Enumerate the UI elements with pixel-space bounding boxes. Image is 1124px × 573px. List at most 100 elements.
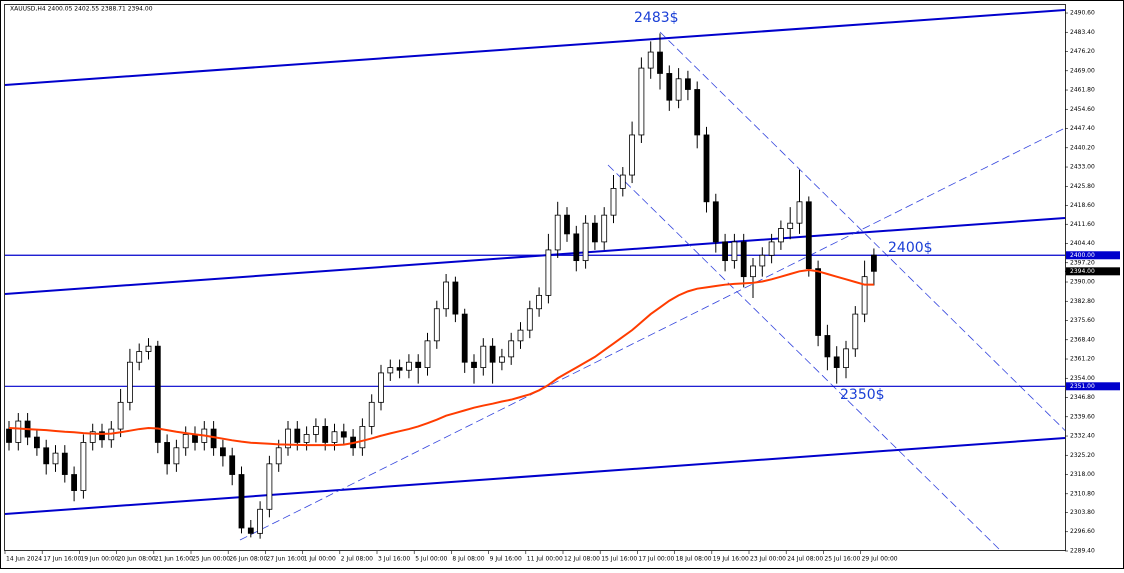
candle-body bbox=[619, 174, 626, 189]
candle-body bbox=[787, 222, 794, 229]
candle-body bbox=[257, 508, 264, 534]
candle-body bbox=[750, 265, 756, 278]
candle-body bbox=[312, 425, 319, 435]
candle-body bbox=[647, 51, 654, 69]
candle-body bbox=[768, 241, 775, 256]
candle-body bbox=[480, 345, 487, 368]
y-tick-label: 2303.80 bbox=[1070, 509, 1095, 516]
y-tick-label: 2469.00 bbox=[1070, 67, 1095, 74]
candle-body bbox=[629, 134, 635, 176]
candle-body bbox=[685, 78, 691, 90]
price-label-box bbox=[1066, 382, 1120, 391]
candle-body bbox=[219, 447, 226, 457]
candle-body bbox=[843, 348, 849, 368]
y-tick-label: 2418.60 bbox=[1070, 202, 1095, 209]
candle-body bbox=[759, 254, 766, 267]
y-tick-label: 2404.40 bbox=[1070, 240, 1095, 247]
y-tick-label: 2325.20 bbox=[1070, 452, 1095, 459]
candle-body bbox=[592, 222, 598, 243]
x-tick-label: 12 Jul 08:00 bbox=[564, 556, 600, 563]
candle-body bbox=[43, 447, 50, 465]
candle-body bbox=[173, 447, 180, 465]
candle-body bbox=[852, 313, 859, 350]
x-tick-label: 26 Jun 08:00 bbox=[229, 556, 267, 563]
candle-body bbox=[740, 241, 747, 278]
candle-body bbox=[703, 134, 710, 203]
candle-body bbox=[266, 463, 273, 510]
candle-body bbox=[582, 222, 589, 262]
candle-body bbox=[210, 428, 217, 449]
chart-title: XAUUSD,H4 2400.05 2402.55 2388.71 2394.0… bbox=[10, 6, 153, 13]
candle-body bbox=[489, 345, 496, 363]
candle-body bbox=[275, 447, 282, 465]
annotation: 2350$ bbox=[840, 387, 885, 403]
candle-body bbox=[89, 431, 96, 443]
y-tick-label: 2461.80 bbox=[1070, 87, 1095, 94]
y-tick-label: 2310.80 bbox=[1070, 490, 1095, 497]
annotation: 2400$ bbox=[888, 240, 933, 256]
candle-body bbox=[52, 452, 59, 465]
trend-line bbox=[5, 437, 1065, 515]
candle-body bbox=[657, 51, 663, 74]
y-tick-label: 2476.20 bbox=[1070, 48, 1095, 55]
trend-line bbox=[5, 9, 1065, 86]
plot-border bbox=[4, 4, 1066, 551]
candle-body bbox=[285, 428, 291, 449]
candle-body bbox=[61, 452, 68, 475]
candle-body bbox=[526, 308, 533, 331]
candle-body bbox=[675, 78, 682, 101]
x-tick-label: 1 Jul 00:00 bbox=[304, 556, 336, 563]
y-tick-label: 2296.60 bbox=[1070, 528, 1095, 535]
y-tick-label: 2361.20 bbox=[1070, 356, 1095, 363]
y-tick-label: 2397.20 bbox=[1070, 259, 1095, 266]
candle-body bbox=[731, 241, 738, 262]
x-tick-label: 11 Jul 00:00 bbox=[527, 556, 563, 563]
candle-body bbox=[722, 241, 728, 262]
y-tick-label: 2318.00 bbox=[1070, 471, 1095, 478]
candle-body bbox=[303, 434, 310, 443]
candle-body bbox=[145, 345, 152, 352]
candle-body bbox=[554, 214, 561, 251]
candle-body bbox=[824, 335, 831, 358]
candle-body bbox=[359, 425, 366, 449]
candle-body bbox=[461, 313, 468, 363]
plot-layer bbox=[5, 33, 1065, 539]
candle-body bbox=[536, 294, 542, 310]
candle-body bbox=[331, 431, 338, 443]
y-tick-label: 2425.80 bbox=[1070, 183, 1095, 190]
candle-body bbox=[861, 276, 868, 315]
y-tick-label: 2440.20 bbox=[1070, 144, 1095, 151]
candle-body bbox=[424, 340, 431, 368]
x-tick-label: 25 Jul 16:00 bbox=[824, 556, 860, 563]
candle-body bbox=[99, 431, 105, 441]
candle-body bbox=[452, 281, 459, 315]
x-tick-label: 29 Jul 00:00 bbox=[862, 556, 898, 563]
candle-body bbox=[433, 308, 440, 342]
candle-body bbox=[127, 361, 133, 403]
y-tick-label: 2368.40 bbox=[1070, 336, 1095, 343]
candle-body bbox=[378, 372, 384, 403]
x-tick-label: 14 Jun 2024 bbox=[6, 556, 42, 563]
candle-body bbox=[517, 329, 524, 342]
candle-body bbox=[340, 431, 347, 438]
candle-body bbox=[498, 356, 505, 363]
y-tick-label: 2382.80 bbox=[1070, 298, 1095, 305]
y-tick-label: 2433.00 bbox=[1070, 164, 1095, 171]
candle-body bbox=[694, 89, 701, 136]
x-tick-label: 25 Jun 00:00 bbox=[192, 556, 230, 563]
trendlines bbox=[5, 9, 1065, 550]
x-tick-label: 8 Jul 08:00 bbox=[452, 556, 484, 563]
candle-body bbox=[136, 351, 143, 363]
moving-average bbox=[8, 268, 874, 447]
x-tick-label: 3 Jul 16:00 bbox=[378, 556, 410, 563]
x-tick-label: 20 Jun 08:00 bbox=[118, 556, 156, 563]
candle-body bbox=[638, 67, 645, 136]
y-tick-label: 2490.60 bbox=[1070, 10, 1095, 17]
y-tick-label: 2339.60 bbox=[1070, 413, 1095, 420]
dashed-line bbox=[239, 127, 1065, 541]
candle-body bbox=[443, 281, 450, 310]
x-tick-label: 23 Jul 00:00 bbox=[750, 556, 786, 563]
y-tick-label: 2346.80 bbox=[1070, 394, 1095, 401]
